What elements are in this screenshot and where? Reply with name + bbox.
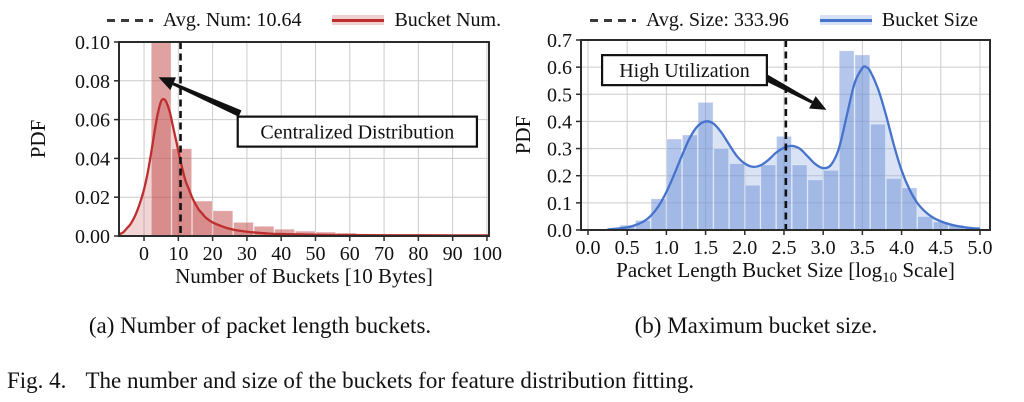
y-tick-label: 0.1	[547, 193, 572, 215]
histogram-bars	[603, 50, 980, 230]
annotation-box: High Utilization	[600, 54, 768, 87]
histogram-bar	[713, 148, 730, 230]
y-axis-label: PDF	[26, 120, 50, 159]
histogram-bar	[760, 164, 777, 230]
dashed-line-marker	[589, 18, 636, 22]
kde-line-marker	[819, 15, 872, 25]
y-tick-label: 0.10	[75, 32, 110, 54]
x-tick-label: 1.5	[693, 237, 718, 259]
x-tick-label: 70	[374, 243, 394, 265]
x-tick-label: 10	[168, 243, 188, 265]
annotation-arrow	[761, 72, 827, 110]
axis-ticks: 0 10 20 30 40 50 60 70 80 90 100 0.00 0.02 0.04 0.06 0.…	[75, 32, 502, 265]
dashed-line-marker	[106, 18, 153, 22]
plot-frame	[118, 41, 490, 237]
y-tick-label: 0.04	[75, 148, 110, 170]
x-tick-label: 50	[305, 243, 325, 265]
histogram-chart-bucket-number: 0 10 20 30 40 50 60 70 80 90 100 0.00 0.02 0.04 0.06 0.…	[26, 32, 502, 288]
x-tick-label: 100	[472, 243, 502, 265]
x-tick-label: 0.0	[575, 237, 600, 259]
y-tick-label: 0.00	[75, 226, 110, 248]
x-tick-label: 3.0	[811, 237, 836, 259]
legend-entry-bucket-size: Bucket Size	[819, 8, 979, 32]
histogram-bar	[776, 136, 792, 230]
histogram-bar	[901, 187, 918, 230]
histogram-bar	[697, 102, 714, 230]
y-axis-label: PDF	[512, 116, 535, 155]
axis-ticks: 0.0 0.5 1.0 1.5 2.0 2.5 3.0 3.5 4.0 4.5 5.00.00.10…	[547, 30, 992, 259]
subcaption-a: (a) Number of packet length buckets.	[88, 313, 432, 338]
annotation-box: Centralized Distribution	[236, 115, 479, 148]
x-tick-label: 1.0	[654, 237, 679, 259]
legend-entry-avg-size: Avg. Size: 333.96	[589, 8, 789, 32]
histogram-bar	[791, 164, 808, 230]
histogram-bar	[807, 179, 824, 230]
legend-label: Avg. Size: 333.96	[645, 8, 789, 31]
histogram-bar	[870, 123, 886, 230]
x-tick-label: 4.5	[928, 237, 953, 259]
x-tick-label: 0	[139, 243, 149, 265]
annotation-text: High Utilization	[619, 60, 750, 82]
legend-entry-bucket-num: Bucket Num.	[332, 9, 501, 32]
figure-caption-label: Fig. 4.	[7, 368, 67, 393]
y-tick-label: 0.0	[547, 220, 572, 242]
histogram-bar	[150, 42, 172, 236]
y-tick-label: 0.08	[75, 71, 110, 93]
histogram-bar	[729, 163, 745, 230]
x-tick-label: 30	[237, 243, 257, 265]
kde-curve	[607, 65, 981, 230]
histogram-bar	[917, 216, 933, 230]
x-tick-label: 40	[271, 243, 291, 265]
annotation-arrow	[158, 77, 242, 117]
y-tick-label: 0.5	[547, 84, 572, 106]
kde-line-marker	[332, 15, 385, 25]
x-axis-label: Packet Length Bucket Size [log10 Scale]	[616, 258, 955, 286]
legend-chart-b: Avg. Size: 333.96 Bucket Size	[578, 7, 990, 33]
x-tick-label: 2.0	[732, 237, 757, 259]
histogram-bar	[682, 134, 698, 230]
legend-label: Bucket Num.	[394, 8, 502, 31]
x-axis-label: Number of Buckets [10 Bytes]	[175, 264, 433, 288]
x-tick-label: 90	[443, 243, 463, 265]
histogram-bar	[744, 184, 761, 230]
y-tick-label: 0.2	[547, 166, 572, 188]
histogram-bar	[666, 138, 683, 230]
legend-label: Avg. Num: 10.64	[162, 8, 302, 31]
legend-entry-avg-num: Avg. Num: 10.64	[106, 8, 302, 32]
x-tick-label: 20	[203, 243, 223, 265]
x-tick-label: 80	[408, 243, 428, 265]
x-tick-label: 2.5	[771, 237, 796, 259]
histogram-chart-bucket-size: 0.0 0.5 1.0 1.5 2.0 2.5 3.0 3.5 4.0 4.5 5.00.00.10…	[512, 30, 992, 286]
x-tick-label: 3.5	[850, 237, 875, 259]
y-tick-label: 0.3	[547, 139, 572, 161]
histogram-bar	[823, 169, 839, 230]
kde-curve	[119, 97, 489, 236]
y-tick-label: 0.7	[547, 30, 572, 52]
figure-caption: Fig. 4. The number and size of the bucket…	[7, 368, 1019, 394]
histogram-bar	[253, 225, 275, 236]
x-tick-label: 4.0	[889, 237, 914, 259]
histogram-bar	[274, 228, 295, 236]
y-tick-label: 0.4	[547, 111, 572, 133]
annotation-text: Centralized Distribution	[260, 122, 454, 144]
y-tick-label: 0.6	[547, 57, 572, 79]
histogram-bar	[192, 200, 213, 236]
legend-label: Bucket Size	[881, 8, 979, 31]
plot-frame	[580, 39, 991, 231]
y-tick-label: 0.06	[75, 110, 110, 132]
x-tick-label: 5.0	[967, 237, 992, 259]
y-tick-label: 0.02	[75, 187, 110, 209]
histogram-bar	[854, 54, 871, 230]
x-tick-label: 60	[340, 243, 360, 265]
legend-chart-a: Avg. Num: 10.64 Bucket Num.	[106, 7, 501, 33]
histogram-bar	[885, 178, 902, 230]
figure-caption-text: The number and size of the buckets for f…	[85, 368, 695, 393]
subcaption-b: (b) Maximum bucket size.	[634, 313, 878, 338]
x-tick-label: 0.5	[615, 237, 640, 259]
